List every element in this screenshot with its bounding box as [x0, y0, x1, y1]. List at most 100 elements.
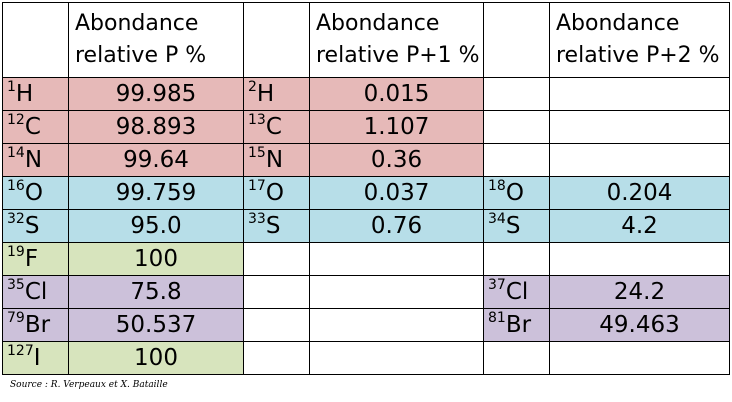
- abundance-value-cell: [549, 110, 730, 144]
- mass-number: 16: [7, 177, 25, 194]
- abundance-value-cell: 50.537: [68, 308, 244, 342]
- element-symbol: C: [24, 113, 41, 140]
- element-symbol: Br: [24, 311, 51, 338]
- header-p1-line1: Abondance: [316, 11, 440, 36]
- abundance-value-cell: 99.64: [68, 143, 244, 177]
- abundance-value-cell: [549, 341, 730, 375]
- isotope-symbol-cell: 16O: [2, 176, 69, 210]
- isotope-symbol-cell: 79Br: [2, 308, 69, 342]
- mass-number: 37: [488, 276, 506, 293]
- isotope-symbol-cell: [483, 341, 550, 375]
- mass-number: 18: [488, 177, 506, 194]
- mass-number: 1: [7, 78, 16, 95]
- abundance-value-cell: [549, 143, 730, 177]
- isotope-symbol-cell: 15N: [243, 143, 310, 177]
- abundance-value-cell: 99.985: [68, 77, 244, 111]
- isotope-symbol-cell: 34S: [483, 209, 550, 243]
- header-p2-line2: relative P+2 %: [556, 43, 720, 68]
- isotope-symbol-cell: 2H: [243, 77, 310, 111]
- header-p-line2: relative P %: [75, 43, 207, 68]
- table-row: 14N 99.64 15N 0.36: [2, 143, 730, 177]
- element-symbol: O: [24, 179, 43, 206]
- header-abundance-p2: Abondance relative P+2 %: [549, 2, 730, 78]
- isotope-symbol-cell: [243, 242, 310, 276]
- mass-number: 12: [7, 111, 25, 128]
- mass-number: 33: [248, 210, 266, 227]
- abundance-value-cell: 0.015: [309, 77, 484, 111]
- mass-number: 17: [248, 177, 266, 194]
- table-row: 16O 99.759 17O 0.037 18O 0.204: [2, 176, 730, 210]
- isotope-symbol-cell: 18O: [483, 176, 550, 210]
- abundance-value-cell: 99.759: [68, 176, 244, 210]
- table-row: 12C 98.893 13C 1.107: [2, 110, 730, 144]
- isotope-symbol-cell: 35Cl: [2, 275, 69, 309]
- mass-number: 19: [7, 243, 25, 260]
- isotope-symbol-cell: [483, 242, 550, 276]
- isotope-symbol-cell: 1H: [2, 77, 69, 111]
- header-p2-line1: Abondance: [556, 11, 680, 36]
- table-row: 32S 95.0 33S 0.76 34S 4.2: [2, 209, 730, 243]
- isotope-symbol-cell: 33S: [243, 209, 310, 243]
- isotope-symbol-cell: 17O: [243, 176, 310, 210]
- isotope-symbol-cell: [483, 143, 550, 177]
- mass-number: 32: [7, 210, 25, 227]
- abundance-value-cell: 0.76: [309, 209, 484, 243]
- element-symbol: I: [33, 344, 41, 371]
- mass-number: 35: [7, 276, 25, 293]
- isotope-symbol-cell: [243, 275, 310, 309]
- table-row: 35Cl 75.8 37Cl 24.2: [2, 275, 730, 309]
- isotope-symbol-cell: 32S: [2, 209, 69, 243]
- mass-number: 34: [488, 210, 506, 227]
- abundance-value-cell: 95.0: [68, 209, 244, 243]
- element-symbol: N: [265, 146, 284, 173]
- abundance-value-cell: [309, 341, 484, 375]
- abundance-value-cell: 24.2: [549, 275, 730, 309]
- table-row: 19F 100: [2, 242, 730, 276]
- isotope-symbol-cell: 12C: [2, 110, 69, 144]
- header-empty-cell: [483, 2, 550, 78]
- isotope-symbol-cell: [243, 341, 310, 375]
- element-symbol: C: [265, 113, 282, 140]
- table-row: 79Br 50.537 81Br 49.463: [2, 308, 730, 342]
- abundance-value-cell: 100: [68, 341, 244, 375]
- abundance-value-cell: [549, 242, 730, 276]
- isotope-abundance-table: Abondance relative P % Abondance relativ…: [2, 2, 730, 375]
- source-caption: Source : R. Verpeaux et X. Bataille: [10, 380, 168, 390]
- isotope-symbol-cell: 14N: [2, 143, 69, 177]
- isotope-symbol-cell: [483, 110, 550, 144]
- abundance-value-cell: 49.463: [549, 308, 730, 342]
- element-symbol: H: [15, 80, 34, 107]
- element-symbol: O: [505, 179, 524, 206]
- mass-number: 13: [248, 111, 266, 128]
- element-symbol: H: [256, 80, 275, 107]
- header-row: Abondance relative P % Abondance relativ…: [2, 2, 730, 78]
- abundance-value-cell: [309, 242, 484, 276]
- header-abundance-p: Abondance relative P %: [68, 2, 244, 78]
- isotope-symbol-cell: 127I: [2, 341, 69, 375]
- abundance-value-cell: [309, 308, 484, 342]
- isotope-symbol-cell: 37Cl: [483, 275, 550, 309]
- mass-number: 81: [488, 309, 506, 326]
- isotope-symbol-cell: 19F: [2, 242, 69, 276]
- header-abundance-p1: Abondance relative P+1 %: [309, 2, 484, 78]
- abundance-value-cell: 75.8: [68, 275, 244, 309]
- abundance-value-cell: 0.037: [309, 176, 484, 210]
- element-symbol: Cl: [505, 278, 529, 305]
- header-p1-line2: relative P+1 %: [316, 43, 480, 68]
- element-symbol: O: [265, 179, 284, 206]
- abundance-value-cell: 1.107: [309, 110, 484, 144]
- element-symbol: S: [24, 212, 40, 239]
- table-row: 127I 100: [2, 341, 730, 375]
- element-symbol: F: [24, 245, 39, 272]
- element-symbol: S: [505, 212, 521, 239]
- element-symbol: Br: [505, 311, 532, 338]
- isotope-symbol-cell: 81Br: [483, 308, 550, 342]
- mass-number: 127: [7, 342, 34, 359]
- abundance-value-cell: 98.893: [68, 110, 244, 144]
- abundance-value-cell: 0.36: [309, 143, 484, 177]
- mass-number: 15: [248, 144, 266, 161]
- isotope-symbol-cell: [243, 308, 310, 342]
- element-symbol: Cl: [24, 278, 48, 305]
- abundance-value-cell: [549, 77, 730, 111]
- table-row: 1H 99.985 2H 0.015: [2, 77, 730, 111]
